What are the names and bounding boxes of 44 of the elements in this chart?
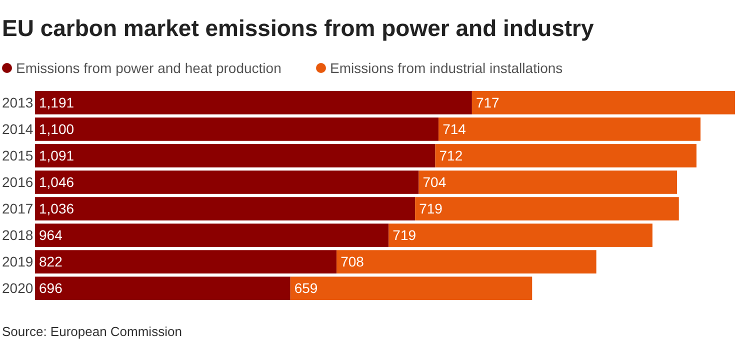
data-label: 717 [476,94,500,111]
data-label: 1,091 [39,148,74,164]
data-label: 696 [39,280,63,296]
bar [472,91,735,114]
legend-label: Emissions from power and heat production [16,60,282,76]
y-tick-label: 2016 [2,174,34,190]
data-label: 1,036 [39,200,74,217]
data-label: 822 [39,254,63,270]
y-tick-label: 2019 [2,254,34,270]
bar [35,276,290,300]
y-tick-label: 2015 [2,148,34,164]
data-label: 1,191 [39,94,74,111]
bar [35,118,439,141]
bar [35,250,337,274]
data-label: 659 [294,280,318,296]
y-tick-label: 2017 [2,200,34,217]
source-note: Source: European Commission [2,324,182,339]
legend-label: Emissions from industrial installations [330,60,563,76]
bar [35,197,416,220]
bar [418,170,678,194]
bar [35,224,389,247]
chart-title: EU carbon market emissions from power and industry [2,15,594,41]
y-tick-label: 2013 [2,94,34,111]
bar [388,224,652,247]
data-label: 708 [340,254,364,270]
bar [35,170,419,194]
data-label: 714 [442,121,466,138]
y-tick-label: 2014 [2,121,34,138]
bar [415,197,679,220]
bar [35,91,472,114]
data-label: 712 [439,148,463,164]
data-label: 964 [39,227,63,244]
bar [336,250,596,274]
bar [438,118,701,141]
data-label: 1,100 [39,121,74,138]
y-tick-label: 2018 [2,227,34,244]
data-label: 719 [419,200,443,217]
data-label: 719 [392,227,416,244]
bar [435,144,696,168]
data-label: 1,046 [39,174,74,190]
y-tick-label: 2020 [2,280,34,296]
bar [290,276,532,300]
bar [35,144,436,168]
data-label: 704 [422,174,446,190]
